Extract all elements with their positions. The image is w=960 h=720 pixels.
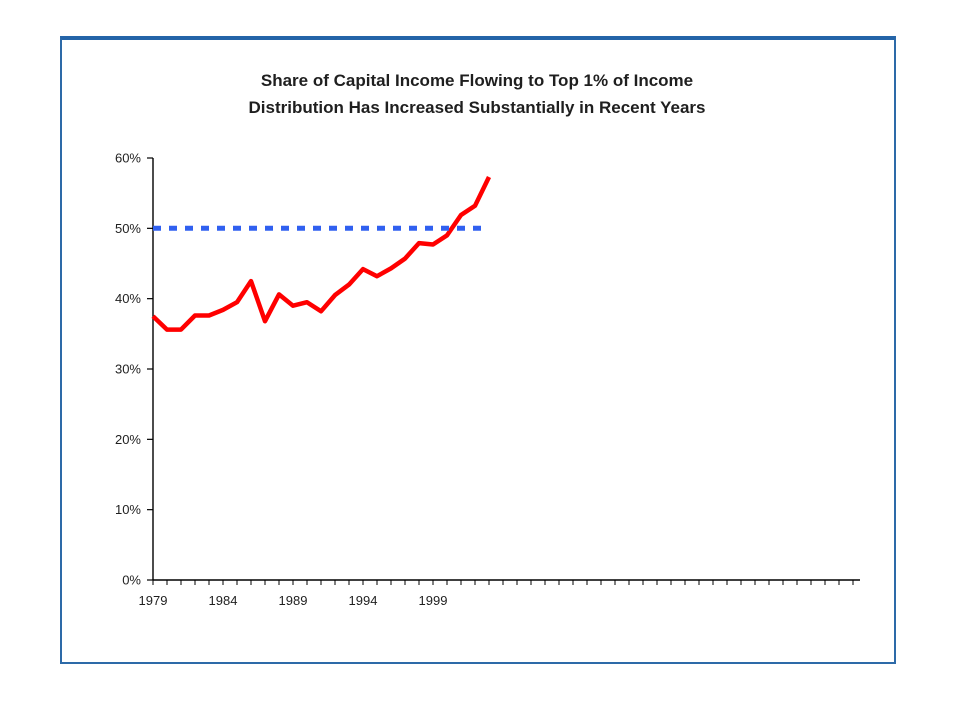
y-tick-label: 60%: [115, 151, 141, 166]
chart-title-line: Distribution Has Increased Substantially…: [249, 98, 706, 117]
series-line: [151, 176, 492, 332]
x-tick-label: 1994: [349, 593, 378, 608]
y-tick-label: 10%: [115, 502, 141, 517]
y-tick-label: 30%: [115, 362, 141, 377]
chart-title: Share of Capital Income Flowing to Top 1…: [249, 71, 706, 117]
x-tick-label: 1984: [209, 593, 238, 608]
line-chart: Share of Capital Income Flowing to Top 1…: [115, 71, 860, 608]
x-tick-label: 1999: [419, 593, 448, 608]
y-tick-label: 0%: [122, 573, 141, 588]
y-tick-label: 50%: [115, 221, 141, 236]
y-tick-label: 40%: [115, 291, 141, 306]
chart-axes: 0% 10% 20% 30% 40% 50% 60% 1979 1984 1989 1994 1999: [115, 151, 860, 608]
x-tick-label: 1979: [139, 593, 168, 608]
chart-frame: Share of Capital Income Flowing to Top 1…: [60, 36, 896, 664]
x-tick-label: 1989: [279, 593, 308, 608]
y-tick-label: 20%: [115, 432, 141, 447]
chart-title-line: Share of Capital Income Flowing to Top 1…: [261, 71, 693, 90]
chart-series: [151, 176, 492, 332]
